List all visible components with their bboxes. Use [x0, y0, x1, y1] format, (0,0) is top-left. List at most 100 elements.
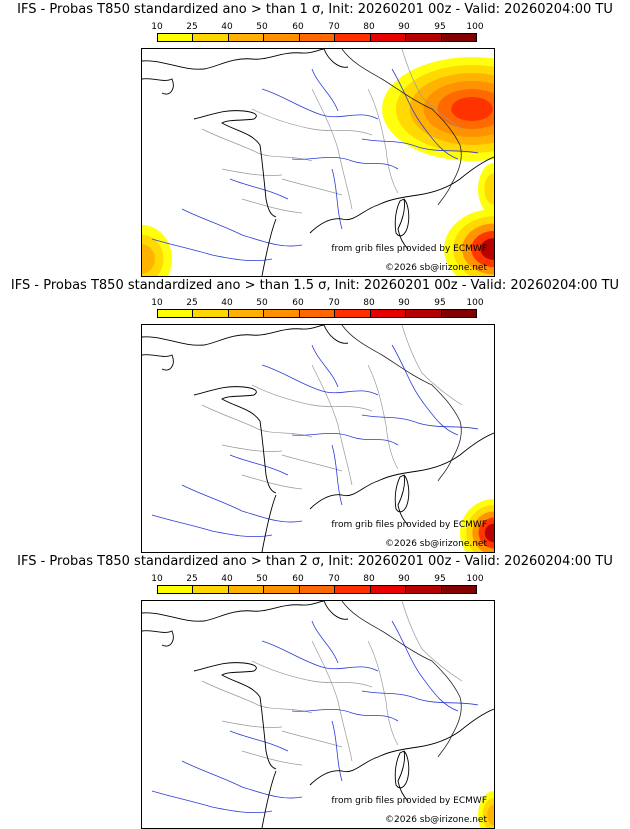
color-legend: 10 25 40 50 60 70 80 90 95 100: [151, 298, 484, 318]
river-line: [361, 690, 479, 706]
legend-tick-label: 60: [292, 298, 304, 308]
coastline: [142, 78, 174, 95]
coastline: [142, 354, 174, 371]
legend-color-segment: [335, 310, 371, 317]
legend-tick-label: 90: [398, 574, 410, 584]
probability-map: [141, 600, 495, 829]
coastline: [142, 49, 325, 70]
river-line: [291, 708, 399, 722]
color-legend: 10 25 40 50 60 70 80 90 95 100: [151, 22, 484, 42]
legend-bar: [157, 309, 477, 318]
probability-contour: [480, 238, 494, 260]
legend-tick-label: 90: [398, 22, 410, 32]
probability-contour: [487, 804, 494, 826]
river-line: [229, 730, 289, 752]
river-line: [311, 68, 339, 112]
coastline: [142, 630, 174, 647]
country-border: [341, 325, 462, 482]
region-border: [201, 680, 313, 714]
coastline: [323, 325, 349, 344]
legend-color-segment: [193, 586, 229, 593]
river-line: [151, 514, 273, 538]
country-border: [341, 601, 462, 758]
region-border: [221, 444, 283, 452]
probability-contour: [451, 97, 493, 121]
coastline: [309, 156, 494, 234]
legend-color-segment: [441, 310, 476, 317]
probability-contour: [142, 244, 155, 274]
legend-tick-label: 10: [151, 574, 163, 584]
legend-ticks: 10 25 40 50 60 70 80 90 95 100: [151, 298, 483, 308]
legend-tick-label: 80: [363, 22, 375, 32]
coastline: [323, 49, 349, 68]
coastline: [397, 750, 409, 802]
legend-color-segment: [299, 310, 336, 317]
panel-title: IFS - Probas T850 standardized ano > tha…: [10, 278, 620, 293]
region-border: [251, 660, 373, 688]
legend-color-segment: [406, 310, 442, 317]
river-line: [151, 238, 273, 262]
copyright-credit: ©2026 sb@irizone.net: [385, 263, 487, 273]
legend-tick-label: 80: [363, 574, 375, 584]
coastline: [309, 708, 494, 786]
legend-color-segment: [299, 34, 336, 41]
legend-color-segment: [158, 586, 194, 593]
river-line: [331, 720, 343, 782]
region-border: [241, 474, 303, 490]
region-border: [201, 128, 313, 162]
river-line: [331, 444, 343, 506]
legend-color-segment: [441, 586, 476, 593]
legend-tick-label: 10: [151, 298, 163, 308]
legend-tick-label: 50: [256, 298, 268, 308]
legend-color-segment: [370, 310, 407, 317]
region-border: [401, 601, 463, 682]
map-panel-1: IFS - Probas T850 standardized ano > tha…: [0, 0, 630, 277]
map-canvas: [142, 49, 494, 276]
legend-color-segment: [264, 586, 300, 593]
region-border: [311, 640, 353, 762]
river-line: [391, 68, 459, 160]
corsica-coastline: [394, 198, 410, 237]
river-line: [261, 88, 379, 120]
legend-tick-label: 40: [221, 298, 233, 308]
river-line: [391, 344, 459, 436]
region-border: [367, 88, 399, 194]
legend-color-segment: [335, 586, 371, 593]
region-border: [367, 364, 399, 470]
river-line: [291, 156, 399, 170]
legend-color-segment: [228, 34, 265, 41]
river-line: [311, 344, 339, 388]
river-line: [181, 484, 303, 523]
coastline: [142, 601, 325, 622]
region-border: [241, 750, 303, 766]
legend-color-segment: [158, 34, 194, 41]
region-border: [311, 88, 353, 210]
legend-tick-label: 25: [186, 574, 198, 584]
coastline: [397, 474, 409, 526]
legend-color-segment: [228, 310, 265, 317]
river-line: [331, 168, 343, 230]
legend-tick-label: 60: [292, 22, 304, 32]
river-line: [361, 414, 479, 430]
river-line: [261, 364, 379, 396]
river-line: [311, 620, 339, 664]
legend-color-segment: [299, 586, 336, 593]
coastline: [261, 218, 277, 276]
country-border: [341, 49, 462, 206]
region-border: [281, 178, 343, 196]
coastline: [193, 386, 277, 494]
legend-tick-label: 80: [363, 298, 375, 308]
legend-tick-label: 50: [256, 574, 268, 584]
river-line: [261, 640, 379, 672]
legend-color-segment: [406, 586, 442, 593]
river-line: [181, 208, 303, 247]
coastline: [142, 325, 325, 346]
legend-ticks: 10 25 40 50 60 70 80 90 95 100: [151, 574, 483, 584]
legend-tick-label: 100: [466, 298, 484, 308]
coastline: [261, 770, 277, 828]
river-line: [229, 178, 289, 200]
region-border: [251, 384, 373, 412]
region-border: [311, 364, 353, 486]
legend-tick-label: 95: [434, 22, 446, 32]
region-border: [221, 168, 283, 176]
